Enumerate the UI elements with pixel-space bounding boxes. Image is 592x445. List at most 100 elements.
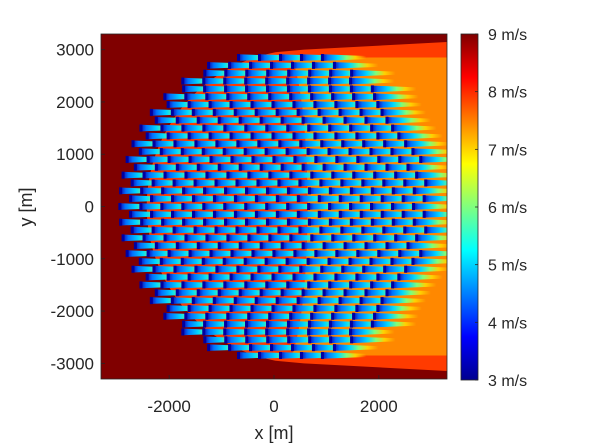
- x-axis-label: x [m]: [255, 423, 294, 443]
- turbine-rotor: [289, 93, 293, 101]
- turbine-rotor: [348, 148, 352, 156]
- turbine-rotor: [230, 250, 234, 258]
- turbine-wake: [380, 108, 426, 116]
- turbine-rotor: [160, 281, 164, 289]
- turbine-wake: [422, 210, 447, 218]
- turbine-rotor: [370, 281, 374, 289]
- turbine-rotor: [391, 281, 395, 289]
- turbine-rotor: [205, 93, 209, 101]
- turbine-rotor: [299, 265, 303, 273]
- turbine-rotor: [229, 101, 233, 109]
- turbine-rotor: [182, 218, 186, 226]
- turbine-rotor: [292, 304, 296, 312]
- turbine-rotor: [349, 328, 353, 336]
- turbine-rotor: [364, 116, 368, 124]
- turbine-rotor: [331, 234, 335, 242]
- turbine-rotor: [352, 312, 356, 320]
- turbine-wake: [370, 320, 417, 328]
- turbine-rotor: [160, 124, 164, 132]
- turbine-rotor: [217, 116, 221, 124]
- turbine-rotor: [343, 289, 347, 297]
- turbine-rotor: [226, 171, 230, 179]
- turbine-rotor: [398, 250, 402, 258]
- turbine-rotor: [145, 273, 149, 281]
- turbine-rotor: [223, 202, 227, 211]
- turbine-rotor: [254, 297, 258, 305]
- turbine-rotor: [205, 312, 209, 320]
- turbine-rotor: [139, 281, 143, 289]
- wake-plume: [374, 93, 419, 101]
- turbine-rotor: [286, 281, 290, 289]
- wake-plume: [398, 132, 443, 140]
- turbine-rotor: [130, 179, 134, 187]
- turbine-rotor: [270, 61, 274, 69]
- turbine-rotor: [271, 132, 275, 140]
- wake-plume: [372, 85, 417, 93]
- wake-field: [118, 41, 447, 372]
- turbine-rotor: [181, 124, 185, 132]
- turbine-rotor: [280, 289, 284, 297]
- turbine-rotor: [191, 210, 195, 218]
- turbine-rotor: [170, 297, 174, 305]
- turbine-rotor: [184, 93, 188, 101]
- wake-plume: [414, 187, 447, 195]
- turbine-rotor: [175, 163, 179, 171]
- turbine-rotor: [249, 61, 253, 69]
- turbine-rotor: [338, 210, 342, 218]
- turbine-rotor: [415, 234, 419, 242]
- turbine-rotor: [422, 210, 426, 218]
- turbine-rotor: [320, 351, 324, 360]
- turbine-wake: [415, 234, 447, 242]
- wake-plume: [420, 156, 447, 163]
- turbine-rotor: [289, 171, 293, 179]
- turbine-rotor: [376, 132, 380, 140]
- turbine-rotor: [370, 202, 374, 211]
- turbine-wake: [404, 265, 447, 273]
- turbine-rotor: [254, 210, 258, 218]
- turbine-rotor: [296, 210, 300, 218]
- turbine-rotor: [119, 218, 123, 226]
- turbine-rotor: [307, 187, 311, 195]
- wake-plume: [334, 344, 379, 351]
- turbine-rotor: [259, 163, 263, 171]
- turbine-rotor: [332, 344, 336, 352]
- wake-plume: [377, 101, 422, 108]
- turbine-rotor: [251, 155, 255, 163]
- turbine-rotor: [361, 226, 365, 234]
- turbine-rotor: [203, 85, 207, 93]
- turbine-rotor: [230, 155, 234, 163]
- turbine-rotor: [359, 210, 363, 218]
- turbine-rotor: [286, 124, 290, 132]
- turbine-rotor: [314, 155, 318, 163]
- turbine-rotor: [223, 281, 227, 289]
- turbine-rotor: [286, 218, 290, 226]
- turbine-wake: [380, 297, 426, 305]
- colorbar-ticks: 9 m/s 8 m/s 7 m/s 6 m/s 5 m/s 4 m/s 3 m/s: [475, 27, 527, 390]
- turbine-rotor: [265, 320, 269, 328]
- turbine-rotor: [268, 93, 272, 101]
- turbine-rotor: [214, 179, 218, 187]
- turbine-rotor: [259, 289, 263, 297]
- turbine-rotor: [313, 101, 317, 109]
- turbine-rotor: [159, 257, 163, 265]
- turbine-rotor: [166, 273, 170, 281]
- turbine-rotor: [280, 116, 284, 124]
- turbine-rotor: [257, 53, 261, 62]
- turbine-wake: [320, 351, 367, 360]
- turbine-rotor: [140, 218, 144, 226]
- turbine-wake: [406, 242, 447, 250]
- turbine-rotor: [362, 140, 366, 148]
- turbine-rotor: [334, 273, 338, 281]
- turbine-rotor: [172, 179, 176, 187]
- x-tick-label: 0: [269, 397, 278, 416]
- turbine-rotor: [292, 132, 296, 140]
- turbine-wake: [373, 312, 419, 320]
- turbine-rotor: [340, 226, 344, 234]
- turbine-rotor: [352, 171, 356, 179]
- turbine-rotor: [275, 210, 279, 218]
- turbine-rotor: [287, 336, 291, 344]
- turbine-rotor: [349, 202, 353, 211]
- turbine-rotor: [376, 304, 380, 312]
- turbine-rotor: [373, 93, 377, 101]
- turbine-rotor: [152, 140, 156, 148]
